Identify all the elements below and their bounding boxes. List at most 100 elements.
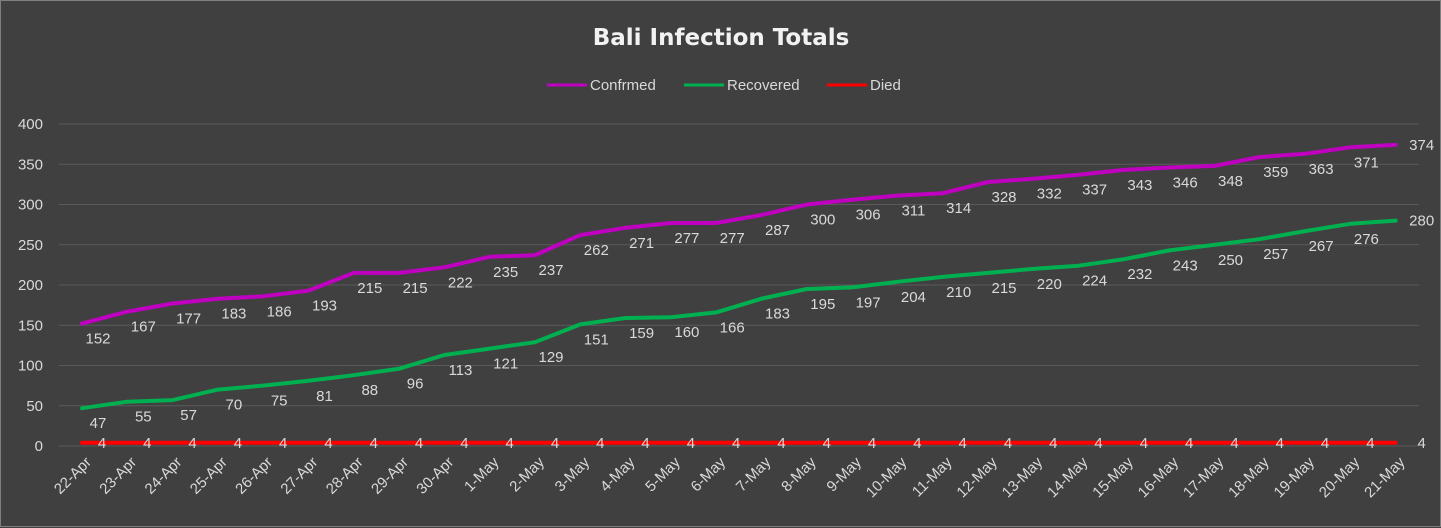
legend: Confrmed Recovered Died <box>547 77 901 94</box>
y-tick-label: 350 <box>18 156 43 173</box>
data-label: 300 <box>810 212 835 229</box>
data-label: 4 <box>687 435 695 452</box>
data-label: 4 <box>1276 435 1284 452</box>
x-tick-label: 5-May <box>642 453 684 495</box>
data-label: 210 <box>946 284 971 301</box>
x-tick-label: 2-May <box>506 453 548 495</box>
data-label: 55 <box>135 409 152 426</box>
data-label: 215 <box>403 280 428 297</box>
data-label: 160 <box>674 324 699 341</box>
data-label: 232 <box>1127 266 1152 283</box>
x-tick-label: 11-May <box>909 453 956 500</box>
data-label: 4 <box>868 435 876 452</box>
data-label: 271 <box>629 235 654 252</box>
data-label: 70 <box>226 397 243 414</box>
data-label: 4 <box>370 435 378 452</box>
x-tick-label: 14-May <box>1044 453 1092 501</box>
x-tick-label: 30-Apr <box>413 454 457 498</box>
data-label: 4 <box>188 435 196 452</box>
data-label: 186 <box>267 303 292 320</box>
y-tick-label: 100 <box>18 358 43 375</box>
gridlines <box>59 123 1419 447</box>
x-tick-label: 4-May <box>597 453 639 495</box>
x-tick-label: 29-Apr <box>368 454 412 498</box>
data-label: 215 <box>357 280 382 297</box>
data-label: 4 <box>1094 435 1102 452</box>
data-label: 151 <box>584 331 609 348</box>
y-axis: 0 50 100 150 200 250 300 350 400 <box>18 116 43 455</box>
data-label: 195 <box>810 296 835 313</box>
data-label: 166 <box>720 319 745 336</box>
y-tick-label: 400 <box>18 116 43 133</box>
chart-title: Bali Infection Totals <box>593 25 850 51</box>
data-label: 359 <box>1263 164 1288 181</box>
x-tick-label: 24-Apr <box>142 454 186 498</box>
data-label: 4 <box>1366 435 1374 452</box>
data-label: 75 <box>271 393 288 410</box>
series-lines <box>80 142 1398 445</box>
data-label: 314 <box>946 200 971 217</box>
data-label: 4 <box>1321 435 1329 452</box>
data-label: 159 <box>629 325 654 342</box>
series-line <box>80 218 1398 411</box>
data-label: 167 <box>131 319 156 336</box>
data-label: 4 <box>551 435 559 452</box>
legend-label: Recovered <box>727 77 800 94</box>
data-label: 224 <box>1082 273 1107 290</box>
data-label: 250 <box>1218 252 1243 269</box>
x-tick-label: 15-May <box>1089 453 1137 501</box>
data-label: 332 <box>1037 186 1062 203</box>
data-label: 81 <box>316 388 333 405</box>
data-label: 348 <box>1218 173 1243 190</box>
data-label: 235 <box>493 264 518 281</box>
x-tick-label: 17-May <box>1180 453 1228 501</box>
data-label: 4 <box>1049 435 1057 452</box>
data-label: 183 <box>765 306 790 323</box>
data-label: 346 <box>1173 174 1198 191</box>
data-label: 4 <box>143 435 151 452</box>
data-label: 257 <box>1263 246 1288 263</box>
data-label: 88 <box>361 382 378 399</box>
x-tick-label: 20-May <box>1316 453 1364 501</box>
data-label: 183 <box>221 306 246 323</box>
data-labels: 152 167 177 183 186 193 215 215 222 235 237 262 271 2… <box>85 137 1434 452</box>
data-label: 4 <box>959 435 967 452</box>
data-label: 96 <box>407 376 424 393</box>
x-tick-label: 6-May <box>688 453 730 495</box>
data-label: 276 <box>1354 231 1379 248</box>
data-label: 220 <box>1037 276 1062 293</box>
x-tick-label: 12-May <box>953 453 1001 501</box>
data-label: 4 <box>732 435 740 452</box>
y-tick-label: 50 <box>26 398 43 415</box>
data-label: 277 <box>674 230 699 247</box>
data-label: 4 <box>1185 435 1193 452</box>
x-tick-label: 1-May <box>461 453 503 495</box>
y-tick-label: 300 <box>18 197 43 214</box>
data-label: 193 <box>312 298 337 315</box>
data-label: 4 <box>913 435 921 452</box>
data-label: 4 <box>641 435 649 452</box>
x-tick-label: 16-May <box>1135 453 1183 501</box>
data-label: 4 <box>98 435 106 452</box>
data-label: 215 <box>991 280 1016 297</box>
x-tick-label: 23-Apr <box>96 454 140 498</box>
x-tick-label: 7-May <box>733 453 775 495</box>
x-tick-label: 13-May <box>999 453 1047 501</box>
data-label: 47 <box>90 415 107 432</box>
data-label: 4 <box>279 435 287 452</box>
data-label: 343 <box>1127 177 1152 194</box>
y-tick-label: 0 <box>35 438 43 455</box>
legend-label: Confrmed <box>590 77 656 94</box>
data-label: 4 <box>1004 435 1012 452</box>
data-label: 328 <box>991 189 1016 206</box>
data-label: 4 <box>823 435 831 452</box>
data-label: 121 <box>493 356 518 373</box>
data-label: 129 <box>538 349 563 366</box>
data-label: 4 <box>234 435 242 452</box>
data-label: 267 <box>1309 238 1334 255</box>
x-tick-label: 26-Apr <box>232 454 276 498</box>
x-tick-label: 8-May <box>778 453 820 495</box>
data-label: 4 <box>506 435 514 452</box>
